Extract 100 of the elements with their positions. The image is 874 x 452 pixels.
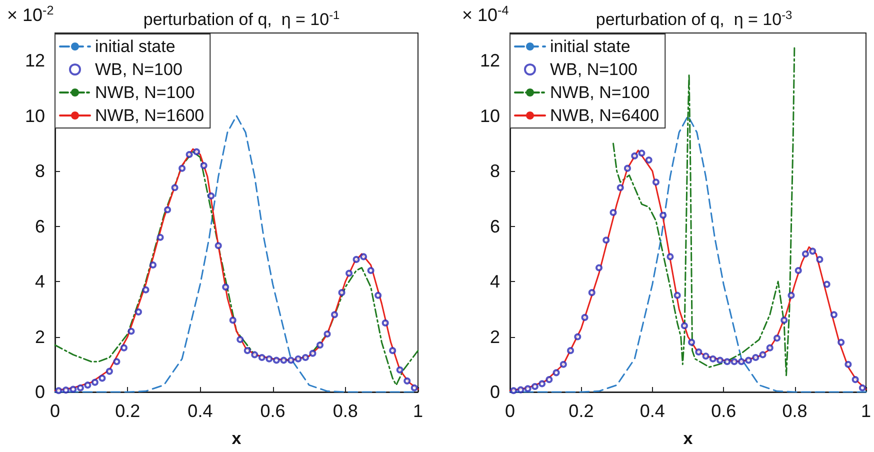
y-tick-label: 4 — [34, 272, 45, 292]
x-tick-label: 0.8 — [782, 401, 808, 421]
point — [338, 289, 346, 296]
point — [680, 322, 688, 330]
point — [150, 261, 157, 268]
point — [222, 284, 230, 291]
x-tick-label: 1 — [860, 401, 871, 421]
point — [70, 386, 77, 393]
point — [346, 270, 353, 277]
point — [171, 184, 178, 192]
point — [738, 358, 745, 366]
x-tick-label: 0.8 — [332, 401, 358, 421]
point — [652, 178, 660, 186]
point — [208, 192, 215, 200]
point — [546, 376, 553, 384]
point — [309, 350, 316, 357]
point — [517, 386, 524, 394]
y-tick-label: 8 — [34, 161, 45, 182]
point — [113, 358, 120, 366]
x-tick-label: 0 — [504, 401, 516, 421]
point — [616, 184, 624, 192]
point — [766, 344, 774, 352]
point — [759, 351, 766, 358]
point — [128, 328, 135, 335]
x-tick-label: 0.2 — [568, 401, 594, 421]
y-tick-label: 6 — [490, 216, 500, 236]
point — [120, 344, 128, 352]
point — [360, 253, 368, 260]
point — [624, 164, 631, 172]
point — [404, 377, 411, 384]
point — [287, 356, 294, 364]
point — [588, 289, 596, 296]
point — [809, 248, 816, 255]
point — [823, 280, 830, 288]
legend-label: NWB, N=1600 — [95, 106, 204, 125]
point — [266, 355, 273, 362]
point — [688, 338, 696, 346]
point — [730, 358, 738, 366]
x-tick-label: 0.6 — [711, 401, 736, 421]
point — [302, 354, 309, 361]
point — [510, 387, 518, 394]
point — [396, 366, 404, 374]
y-tick-label: 0 — [34, 382, 45, 402]
point — [631, 152, 638, 160]
legend-label: initial state — [550, 37, 630, 56]
point — [666, 253, 674, 260]
point — [258, 354, 266, 361]
point — [788, 292, 795, 299]
x-tick-label: 0.4 — [640, 401, 665, 421]
point — [352, 256, 360, 263]
y-tick-label: 2 — [490, 326, 500, 347]
point — [156, 234, 164, 241]
legend-label: WB, N=100 — [550, 60, 638, 79]
point — [830, 311, 838, 318]
point — [316, 342, 324, 349]
point — [374, 292, 382, 299]
point — [164, 206, 172, 214]
point — [602, 236, 610, 244]
point — [838, 338, 845, 346]
point — [98, 374, 106, 382]
y-tick-label: 4 — [490, 272, 500, 292]
point — [552, 369, 560, 376]
x-tick-label: 0.4 — [188, 401, 213, 421]
legend-label: NWB, N=100 — [550, 83, 650, 102]
y-tick-label: 2 — [34, 326, 45, 347]
point — [272, 356, 280, 364]
point — [367, 266, 374, 274]
point — [844, 360, 852, 368]
point — [84, 382, 92, 389]
point — [674, 292, 681, 299]
point — [581, 314, 588, 321]
point — [780, 316, 788, 324]
y-tick-label: 10 — [480, 106, 500, 126]
point — [574, 333, 582, 340]
point — [55, 387, 62, 394]
legend-label: NWB, N=6400 — [550, 106, 660, 125]
x-axis-title: x — [232, 429, 242, 448]
x-tick-label: 0.2 — [115, 401, 140, 421]
y-tick-label: 10 — [24, 106, 45, 126]
point — [638, 150, 646, 157]
point — [244, 347, 251, 354]
point — [709, 355, 716, 362]
point — [236, 336, 244, 344]
point — [200, 162, 208, 170]
point — [142, 286, 150, 294]
point — [660, 212, 667, 219]
point — [193, 148, 200, 156]
point — [802, 250, 809, 258]
point — [610, 209, 617, 216]
legend-label: NWB, N=100 — [95, 83, 195, 102]
y-tick-label: 12 — [480, 50, 500, 71]
point — [251, 351, 258, 358]
point — [645, 156, 652, 164]
point — [186, 151, 193, 158]
y-tick-label: 0 — [490, 382, 500, 402]
point — [389, 347, 396, 354]
point — [716, 356, 724, 364]
y-tick-label: 6 — [34, 216, 45, 236]
point — [178, 164, 186, 172]
point — [294, 355, 302, 362]
